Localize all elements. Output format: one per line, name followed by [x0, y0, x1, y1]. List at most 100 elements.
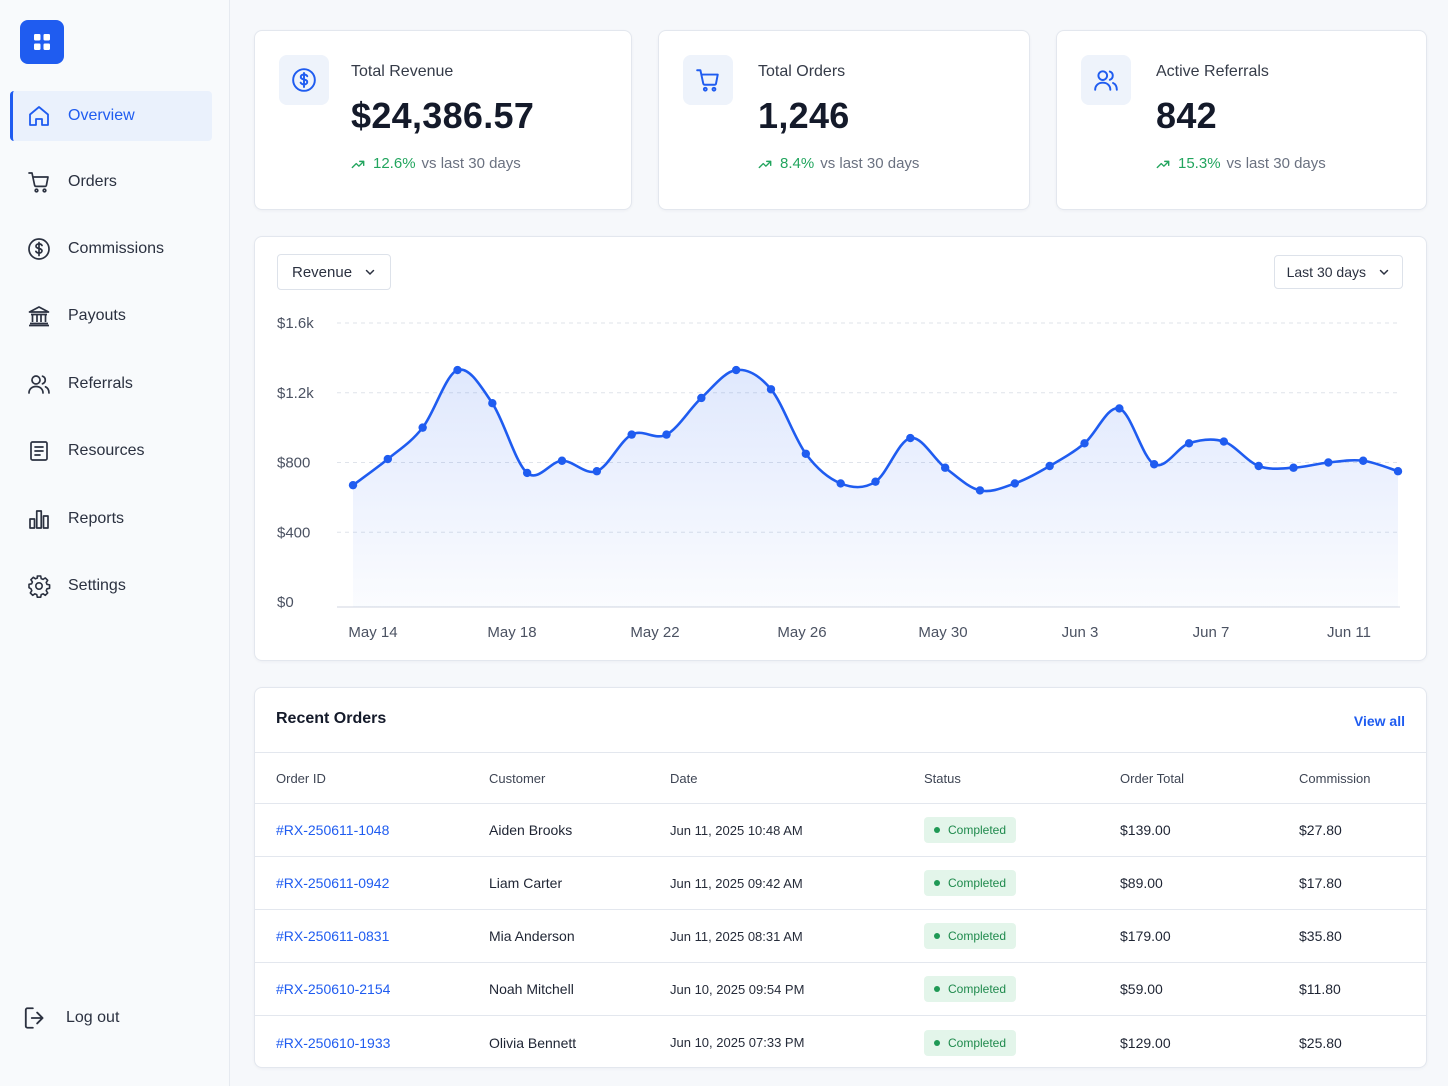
status-cell: Completed	[924, 963, 1017, 1015]
status-cell: Completed	[924, 804, 1017, 856]
stat-label: Total Revenue	[351, 63, 454, 80]
commission-amount: $35.80	[1299, 928, 1342, 944]
sidebar-item-commissions[interactable]: Commissions	[10, 224, 212, 274]
stat-trend: 12.6% vs last 30 days	[351, 155, 521, 172]
cart-icon	[26, 169, 52, 195]
home-icon	[26, 103, 52, 129]
sidebar-item-label: Commissions	[68, 240, 165, 257]
view-all-link[interactable]: View all	[1353, 713, 1405, 729]
table-row[interactable]: #RX-250610-2154 Noah Mitchell Jun 10, 2025…	[255, 963, 1426, 1016]
sidebar-item-referrals[interactable]: Referrals	[10, 359, 212, 409]
data-point	[836, 479, 845, 488]
order-id-link[interactable]: #RX-250611-0831	[276, 928, 390, 944]
x-tick-label: May 18	[487, 624, 536, 641]
data-point	[975, 486, 985, 495]
customer-name: Liam Carter	[489, 875, 563, 891]
data-point	[1393, 467, 1403, 476]
column-header-date[interactable]: Date	[670, 770, 698, 786]
table-row[interactable]: #RX-250610-1933 Olivia Bennett Jun 10, 202…	[255, 1016, 1426, 1067]
range-select[interactable]: Last 30 days	[1273, 255, 1403, 289]
data-point	[348, 480, 358, 490]
sidebar-item-resources[interactable]: Resources	[10, 426, 212, 476]
sidebar-item-settings[interactable]: Settings	[10, 561, 212, 611]
commission-amount: $17.80	[1299, 875, 1342, 891]
x-tick-label: Jun 11	[1327, 624, 1371, 641]
data-point	[766, 385, 776, 394]
stat-trend: 15.3% vs last 30 days	[1156, 155, 1326, 172]
range-select-value: Last 30 days	[1286, 264, 1366, 280]
sidebar-item-label: Payouts	[68, 307, 126, 324]
stat-value: $24,386.57	[351, 95, 535, 136]
sidebar-item-overview[interactable]: Overview	[10, 91, 212, 141]
column-header-customer[interactable]: Customer	[489, 770, 546, 786]
data-point	[697, 393, 706, 403]
logout-button[interactable]: Log out	[22, 1000, 119, 1036]
table-row[interactable]: #RX-250611-0942 Liam Carter Jun 11, 2025 0…	[255, 857, 1426, 910]
bar-chart-icon	[26, 506, 52, 532]
data-point	[1149, 460, 1159, 469]
customer-name: Aiden Brooks	[489, 822, 573, 838]
sidebar-item-label: Settings	[68, 577, 126, 594]
data-point	[906, 433, 915, 443]
column-header-status[interactable]: Status	[924, 770, 961, 786]
trend-percent: 12.6%	[373, 155, 416, 172]
data-point	[1289, 463, 1298, 472]
data-point	[1358, 456, 1368, 465]
commission-amount: $27.80	[1299, 822, 1342, 838]
sidebar-item-orders[interactable]: Orders	[10, 157, 212, 207]
table-row[interactable]: #RX-250611-1048 Aiden Brooks Jun 11, 2025 …	[255, 804, 1426, 857]
status-badge: Completed	[924, 817, 1017, 843]
column-header-commission[interactable]: Commission	[1299, 770, 1371, 786]
cart-icon	[683, 55, 733, 105]
data-point	[871, 477, 880, 486]
gear-icon	[26, 573, 52, 599]
sidebar-item-payouts[interactable]: Payouts	[10, 291, 212, 341]
stat-card-referrals: Active Referrals 842 15.3% vs last 30 da…	[1056, 30, 1427, 210]
recent-orders-card: Recent Orders View all Order ID Customer…	[254, 687, 1427, 1068]
column-header-order-id[interactable]: Order ID	[276, 770, 326, 786]
order-id-link[interactable]: #RX-250611-1048	[276, 822, 390, 838]
order-date: Jun 11, 2025 09:42 AM	[670, 875, 803, 891]
sidebar-item-reports[interactable]: Reports	[10, 494, 212, 544]
metric-select[interactable]: Revenue	[277, 254, 392, 290]
order-id-link[interactable]: #RX-250610-1933	[276, 1034, 391, 1051]
column-header-order-total[interactable]: Order Total	[1120, 770, 1185, 786]
data-point	[592, 467, 602, 476]
status-cell: Completed	[924, 1016, 1017, 1067]
y-tick-label: $1.2k	[277, 385, 314, 402]
trend-up-icon	[1156, 160, 1170, 168]
order-total: $59.00	[1120, 981, 1163, 997]
y-tick-label: $1.6k	[277, 315, 314, 332]
data-point	[557, 456, 567, 465]
metric-select-value: Revenue	[292, 263, 353, 281]
status-badge: Completed	[924, 923, 1017, 949]
sidebar-item-label: Overview	[68, 107, 135, 124]
trend-text: vs last 30 days	[421, 155, 521, 172]
data-point	[801, 449, 811, 458]
sidebar: Overview Orders Commissions Payouts Refe…	[0, 0, 230, 1086]
sidebar-item-label: Resources	[68, 442, 145, 459]
app-logo[interactable]	[20, 20, 64, 64]
data-point	[1219, 437, 1229, 446]
sidebar-item-label: Referrals	[68, 375, 133, 392]
order-id-link[interactable]: #RX-250611-0942	[276, 875, 390, 891]
status-badge: Completed	[924, 870, 1017, 896]
status-badge: Completed	[924, 1029, 1017, 1056]
sidebar-item-label: Orders	[68, 173, 117, 190]
orders-table: Order ID Customer Date Status Order Tota…	[255, 752, 1426, 1067]
stat-value: 1,246	[758, 95, 850, 136]
customer-name: Mia Anderson	[489, 928, 575, 944]
x-tick-label: May 30	[918, 624, 967, 641]
series-area	[353, 369, 1398, 607]
data-point	[1184, 439, 1194, 448]
grid-icon	[34, 34, 50, 50]
x-tick-label: Jun 7	[1193, 624, 1230, 641]
order-id-link[interactable]: #RX-250610-2154	[276, 981, 391, 997]
document-icon	[26, 438, 52, 464]
trend-text: vs last 30 days	[1226, 155, 1326, 172]
table-row[interactable]: #RX-250611-0831 Mia Anderson Jun 11, 2025 …	[255, 910, 1426, 963]
stat-card-orders: Total Orders 1,246 8.4% vs last 30 days	[658, 30, 1030, 210]
status-cell: Completed	[924, 910, 1017, 962]
chevron-down-icon	[365, 269, 375, 276]
order-date: Jun 11, 2025 08:31 AM	[670, 928, 803, 944]
